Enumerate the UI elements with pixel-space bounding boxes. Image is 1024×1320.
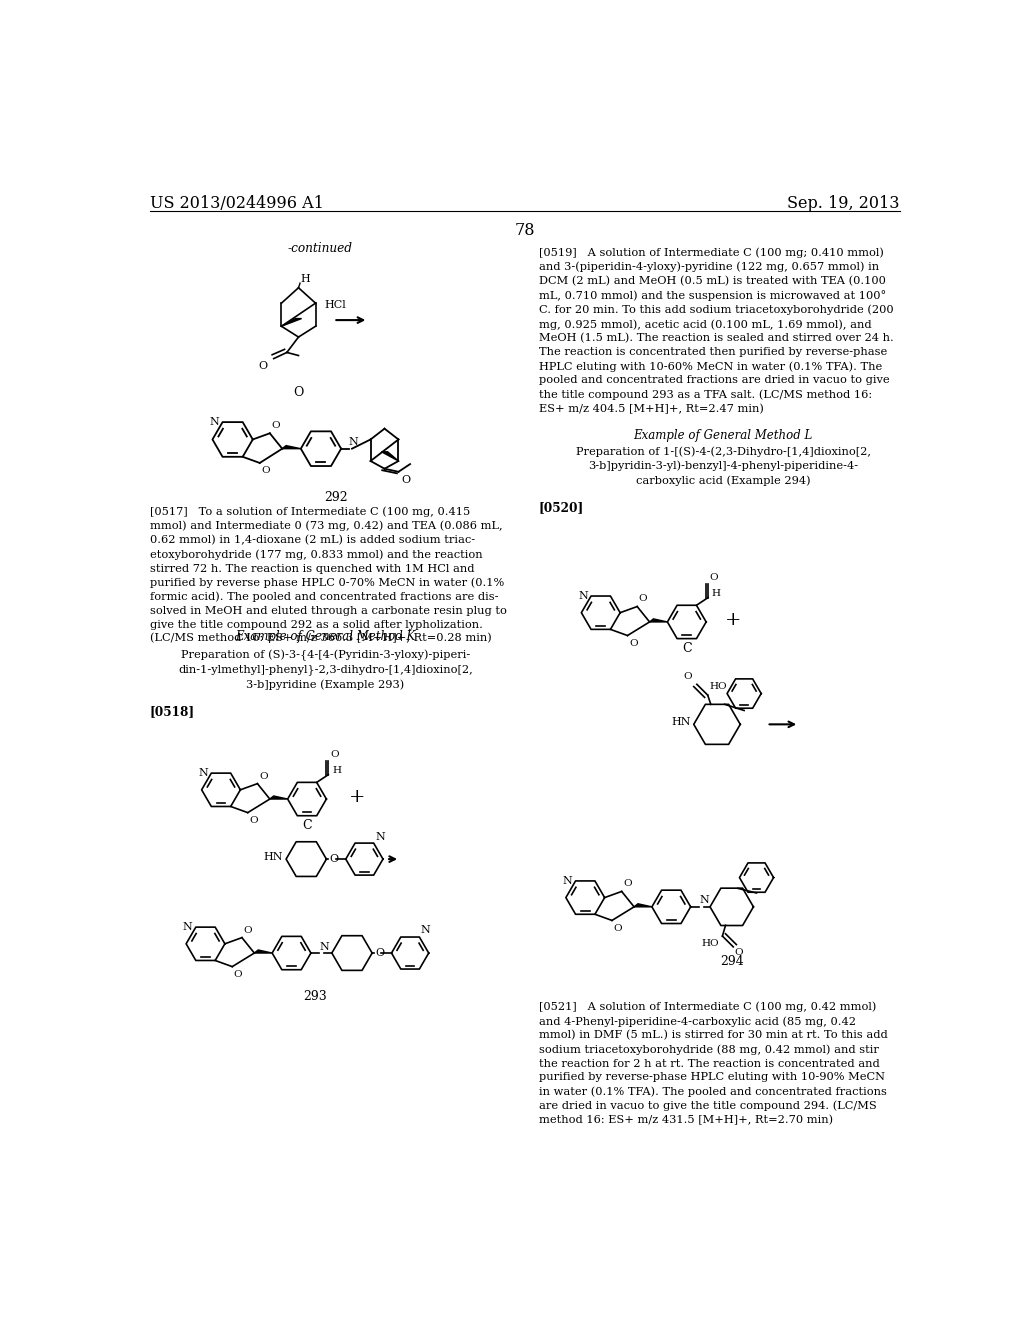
Text: O: O: [710, 573, 718, 582]
Text: O: O: [271, 421, 280, 430]
Text: O: O: [375, 948, 384, 958]
Text: N: N: [349, 437, 358, 447]
Text: HN: HN: [671, 717, 690, 727]
Text: H: H: [712, 589, 721, 598]
Text: HN: HN: [263, 851, 283, 862]
Text: O: O: [330, 854, 339, 865]
Text: Example of General Method K: Example of General Method K: [236, 631, 416, 643]
Text: N: N: [319, 941, 329, 952]
Text: US 2013/0244996 A1: US 2013/0244996 A1: [150, 195, 324, 213]
Polygon shape: [649, 619, 668, 622]
Text: [0521]   A solution of Intermediate C (100 mg, 0.42 mmol)
and 4-Phenyl-piperidin: [0521] A solution of Intermediate C (100…: [539, 1002, 888, 1125]
Text: O: O: [330, 750, 339, 759]
Text: O: O: [259, 772, 267, 780]
Text: 78: 78: [514, 222, 536, 239]
Polygon shape: [282, 318, 302, 326]
Text: [0517]   To a solution of Intermediate C (100 mg, 0.415
mmol) and Intermediate 0: [0517] To a solution of Intermediate C (…: [150, 507, 507, 644]
Text: [0519]   A solution of Intermediate C (100 mg; 0.410 mmol)
and 3-(piperidin-4-yl: [0519] A solution of Intermediate C (100…: [539, 247, 894, 414]
Text: HO: HO: [710, 682, 727, 692]
Text: O: O: [249, 816, 258, 825]
Text: 294: 294: [720, 956, 743, 969]
Text: -continued: -continued: [288, 242, 352, 255]
Polygon shape: [254, 950, 272, 953]
Text: +: +: [349, 788, 366, 807]
Text: N: N: [183, 923, 193, 932]
Text: O: O: [258, 360, 267, 371]
Text: N: N: [563, 876, 572, 886]
Text: N: N: [421, 925, 431, 936]
Text: Example of General Method L: Example of General Method L: [634, 429, 813, 442]
Text: HCl: HCl: [325, 300, 346, 310]
Text: O: O: [684, 672, 692, 681]
Text: O: O: [244, 925, 252, 935]
Text: [0518]: [0518]: [150, 705, 195, 718]
Text: H: H: [332, 767, 341, 775]
Text: C: C: [682, 642, 691, 655]
Text: O: O: [233, 970, 243, 978]
Text: O: O: [639, 594, 647, 603]
Polygon shape: [634, 904, 652, 907]
Text: Preparation of (S)-3-{4-[4-(Pyridin-3-yloxy)-piperi-
din-1-ylmethyl]-phenyl}-2,3: Preparation of (S)-3-{4-[4-(Pyridin-3-yl…: [178, 649, 473, 690]
Text: +: +: [725, 611, 741, 630]
Text: [0520]: [0520]: [539, 502, 584, 513]
Text: 293: 293: [303, 990, 327, 1003]
Text: C: C: [302, 818, 312, 832]
Text: O: O: [401, 475, 411, 484]
Text: N: N: [210, 417, 219, 428]
Text: O: O: [261, 466, 270, 475]
Polygon shape: [270, 796, 288, 799]
Text: 292: 292: [325, 491, 348, 504]
Text: HO: HO: [701, 940, 719, 948]
Text: Preparation of 1-[(S)-4-(2,3-Dihydro-[1,4]dioxino[2,
3-b]pyridin-3-yl)-benzyl]-4: Preparation of 1-[(S)-4-(2,3-Dihydro-[1,…: [575, 446, 870, 486]
Text: N: N: [699, 895, 709, 906]
Text: O: O: [735, 949, 743, 957]
Text: N: N: [579, 591, 588, 601]
Polygon shape: [381, 451, 398, 461]
Text: Sep. 19, 2013: Sep. 19, 2013: [787, 195, 900, 213]
Text: O: O: [293, 385, 304, 399]
Text: O: O: [613, 924, 623, 932]
Text: H: H: [301, 275, 310, 284]
Text: O: O: [629, 639, 638, 648]
Text: N: N: [199, 768, 208, 777]
Polygon shape: [283, 446, 301, 449]
Text: O: O: [624, 879, 632, 888]
Text: N: N: [375, 832, 385, 842]
